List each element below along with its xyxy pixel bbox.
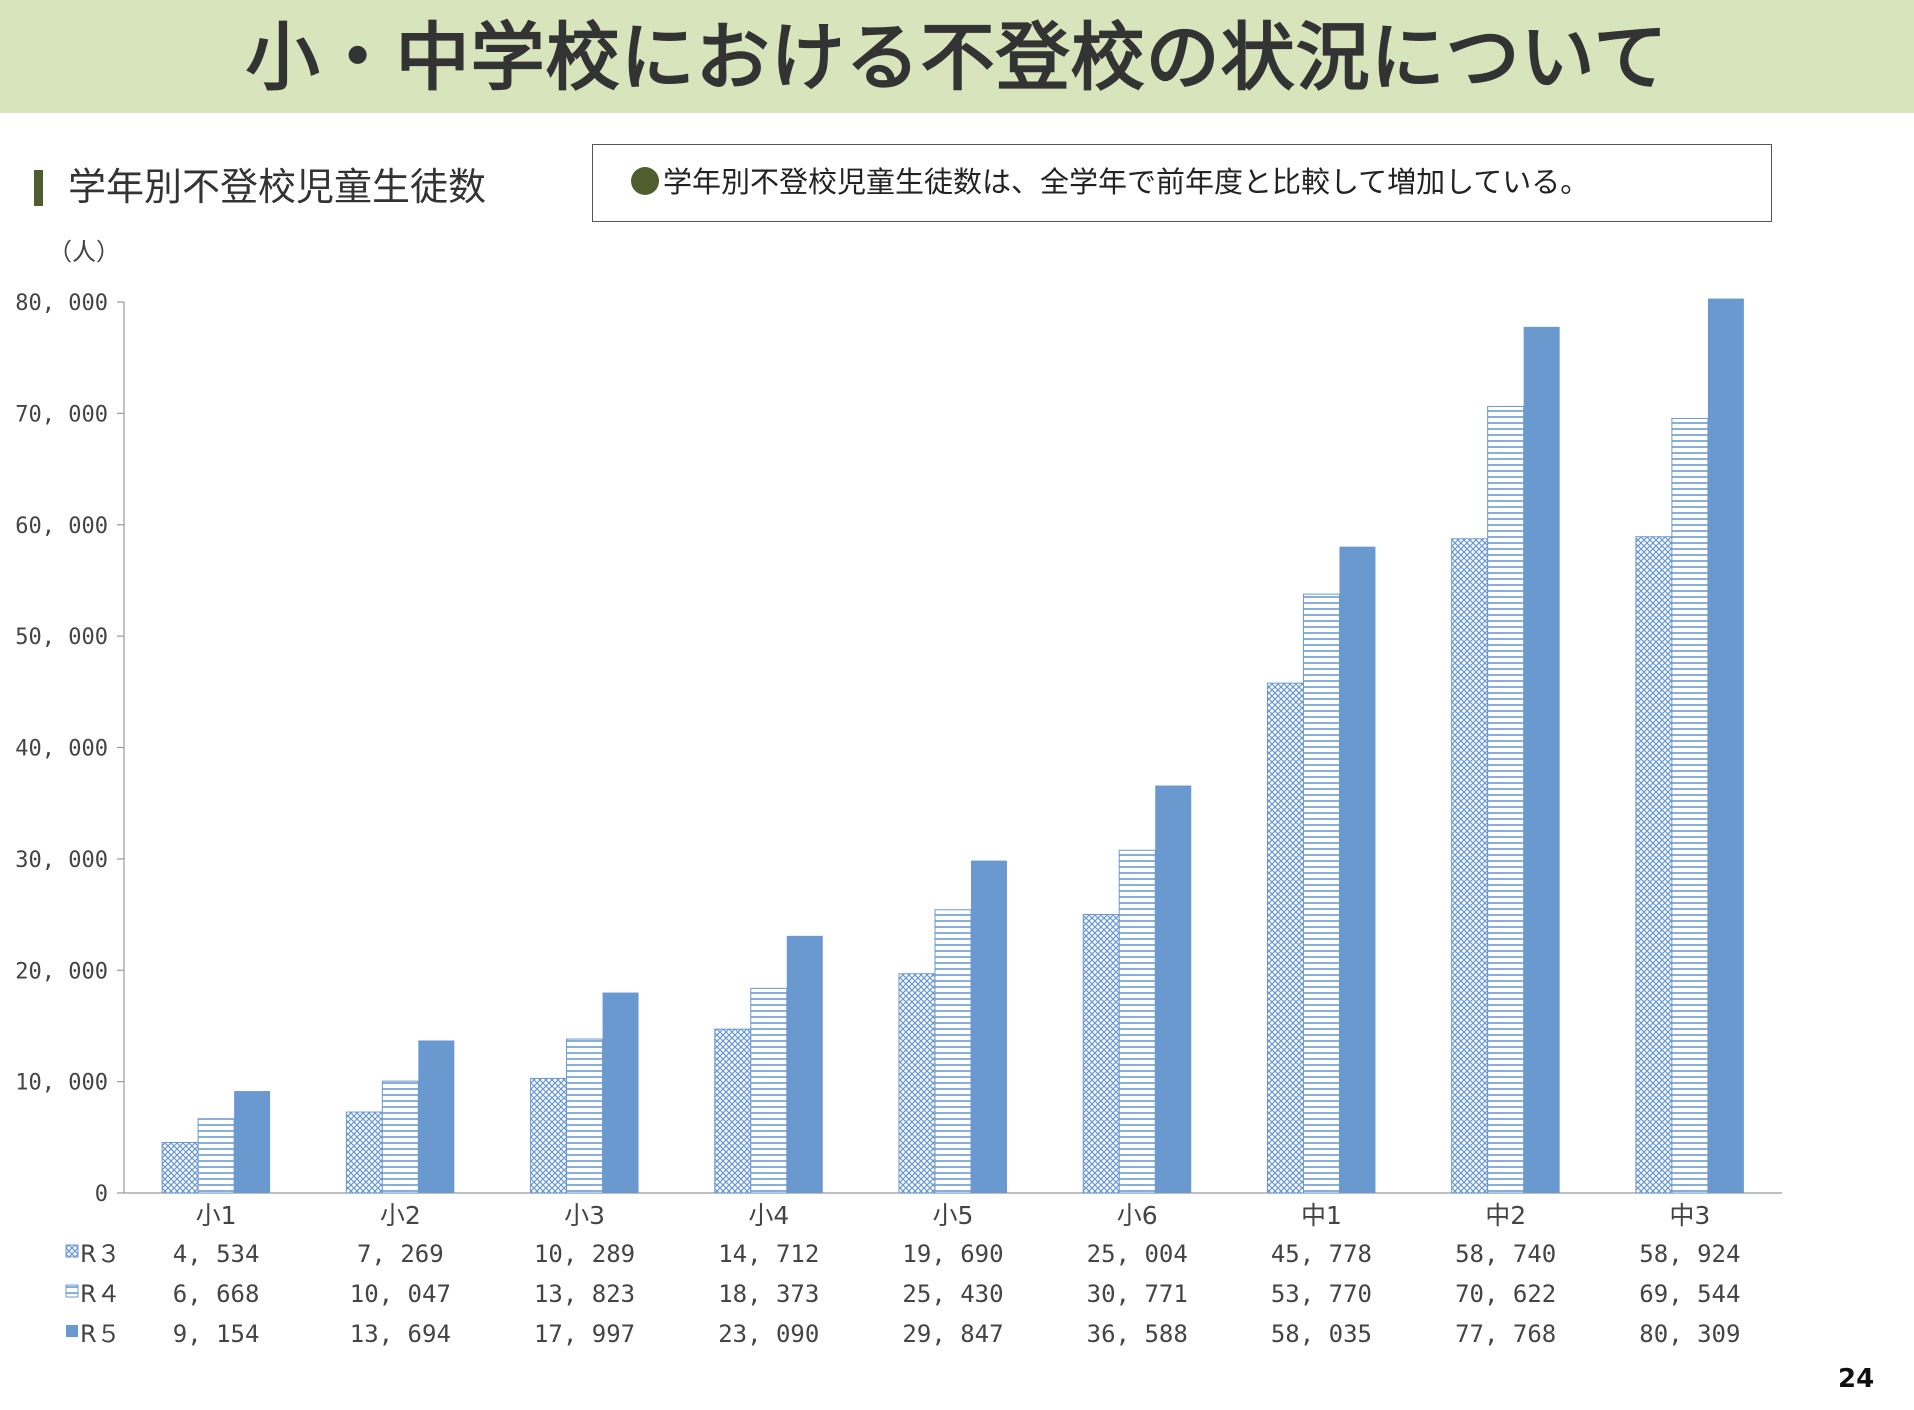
legend-label: R５ (80, 1320, 121, 1348)
legend-swatch (65, 1284, 79, 1298)
y-tick-label: 30, 000 (15, 848, 108, 873)
data-table-value: 58, 035 (1271, 1320, 1372, 1348)
section-marker (34, 170, 43, 206)
title-banner: 小・中学校における不登校の状況について (0, 0, 1914, 113)
bar-R３-小3 (530, 1077, 568, 1194)
data-table-value: 70, 622 (1455, 1280, 1556, 1308)
x-category-label: 小4 (748, 1201, 789, 1230)
x-category-label: 小6 (1117, 1201, 1158, 1230)
y-tick-label: 0 (95, 1182, 108, 1207)
bar-R４-小4 (750, 987, 788, 1194)
data-table-value: 58, 924 (1639, 1240, 1740, 1268)
data-table-value: 14, 712 (718, 1240, 819, 1268)
bar-R３-小2 (345, 1111, 383, 1194)
bar-R５-中3 (1707, 298, 1744, 1194)
bar-R５-小3 (602, 992, 639, 1193)
bar-R３-小6 (1082, 914, 1120, 1194)
y-tick-label: 70, 000 (15, 402, 108, 427)
bar-R３-中3 (1635, 536, 1673, 1194)
bar-R４-小3 (566, 1038, 604, 1194)
x-category-label: 小2 (380, 1201, 421, 1230)
x-category-label: 小3 (564, 1201, 605, 1230)
bullet-dot-icon (631, 167, 659, 195)
bar-R３-小1 (161, 1142, 199, 1194)
bar-R５-中1 (1339, 546, 1376, 1193)
bar-R５-小6 (1155, 785, 1192, 1193)
data-table-value: 19, 690 (902, 1240, 1003, 1268)
data-table-value: 25, 004 (1087, 1240, 1188, 1268)
y-tick-label: 40, 000 (15, 737, 108, 762)
data-table-value: 58, 740 (1455, 1240, 1556, 1268)
bar-R３-小4 (714, 1028, 752, 1194)
bar-R４-中1 (1302, 593, 1340, 1194)
bar-R４-小1 (197, 1118, 235, 1194)
y-tick-label: 10, 000 (15, 1071, 108, 1096)
data-table-value: 7, 269 (357, 1240, 444, 1268)
bar-R４-小6 (1118, 849, 1156, 1194)
data-table-value: 23, 090 (718, 1320, 819, 1348)
y-axis-unit: （人） (48, 238, 120, 266)
data-table-value: 10, 047 (350, 1280, 451, 1308)
data-table-value: 6, 668 (173, 1280, 260, 1308)
x-category-label: 小1 (196, 1201, 237, 1230)
y-tick-label: 20, 000 (15, 959, 108, 984)
bar-R４-中2 (1487, 405, 1525, 1194)
data-table-value: 10, 289 (534, 1240, 635, 1268)
x-category-label: 小5 (933, 1201, 974, 1230)
bar-R３-中2 (1451, 538, 1489, 1194)
summary-text: 学年別不登校児童生徒数は、全学年で前年度と比較して増加している。 (663, 165, 1590, 199)
data-table-value: 4, 534 (173, 1240, 260, 1268)
y-tick-label: 80, 000 (15, 291, 108, 316)
data-table-value: 53, 770 (1271, 1280, 1372, 1308)
section-title: 学年別不登校児童生徒数 (68, 165, 487, 209)
bar-R５-小2 (418, 1040, 455, 1193)
data-table-value: 45, 778 (1271, 1240, 1372, 1268)
legend-label: R４ (80, 1280, 121, 1308)
bar-R４-小5 (934, 909, 972, 1194)
bar-R３-小5 (898, 973, 936, 1194)
data-table-value: 77, 768 (1455, 1320, 1556, 1348)
data-table-value: 29, 847 (902, 1320, 1003, 1348)
data-table-value: 30, 771 (1087, 1280, 1188, 1308)
data-table-value: 18, 373 (718, 1280, 819, 1308)
data-table-value: 9, 154 (173, 1320, 260, 1348)
page-number: 24 (1838, 1364, 1875, 1394)
y-tick-label: 50, 000 (15, 625, 108, 650)
x-category-label: 中1 (1301, 1201, 1342, 1230)
x-category-label: 中3 (1669, 1201, 1710, 1230)
page-title: 小・中学校における不登校の状況について (245, 15, 1669, 101)
data-table-value: 25, 430 (902, 1280, 1003, 1308)
bar-R５-小4 (786, 935, 823, 1193)
legend-swatch (66, 1325, 78, 1337)
data-table-value: 17, 997 (534, 1320, 635, 1348)
bar-R５-小1 (234, 1091, 271, 1193)
summary-note: 学年別不登校児童生徒数は、全学年で前年度と比較して増加している。 (592, 144, 1772, 222)
y-tick-label: 60, 000 (15, 514, 108, 539)
legend-swatch (65, 1244, 79, 1258)
bar-R４-中3 (1671, 417, 1709, 1194)
bar-R４-小2 (381, 1080, 419, 1194)
data-table-value: 13, 694 (350, 1320, 451, 1348)
bar-R３-中1 (1266, 682, 1304, 1194)
data-table-value: 80, 309 (1639, 1320, 1740, 1348)
data-table-value: 13, 823 (534, 1280, 635, 1308)
bar-R５-小5 (971, 860, 1007, 1193)
legend-label: R３ (80, 1240, 121, 1268)
x-category-label: 中2 (1485, 1201, 1526, 1230)
bar-R５-中2 (1523, 326, 1560, 1193)
data-table-value: 69, 544 (1639, 1280, 1740, 1308)
data-table-value: 36, 588 (1087, 1320, 1188, 1348)
